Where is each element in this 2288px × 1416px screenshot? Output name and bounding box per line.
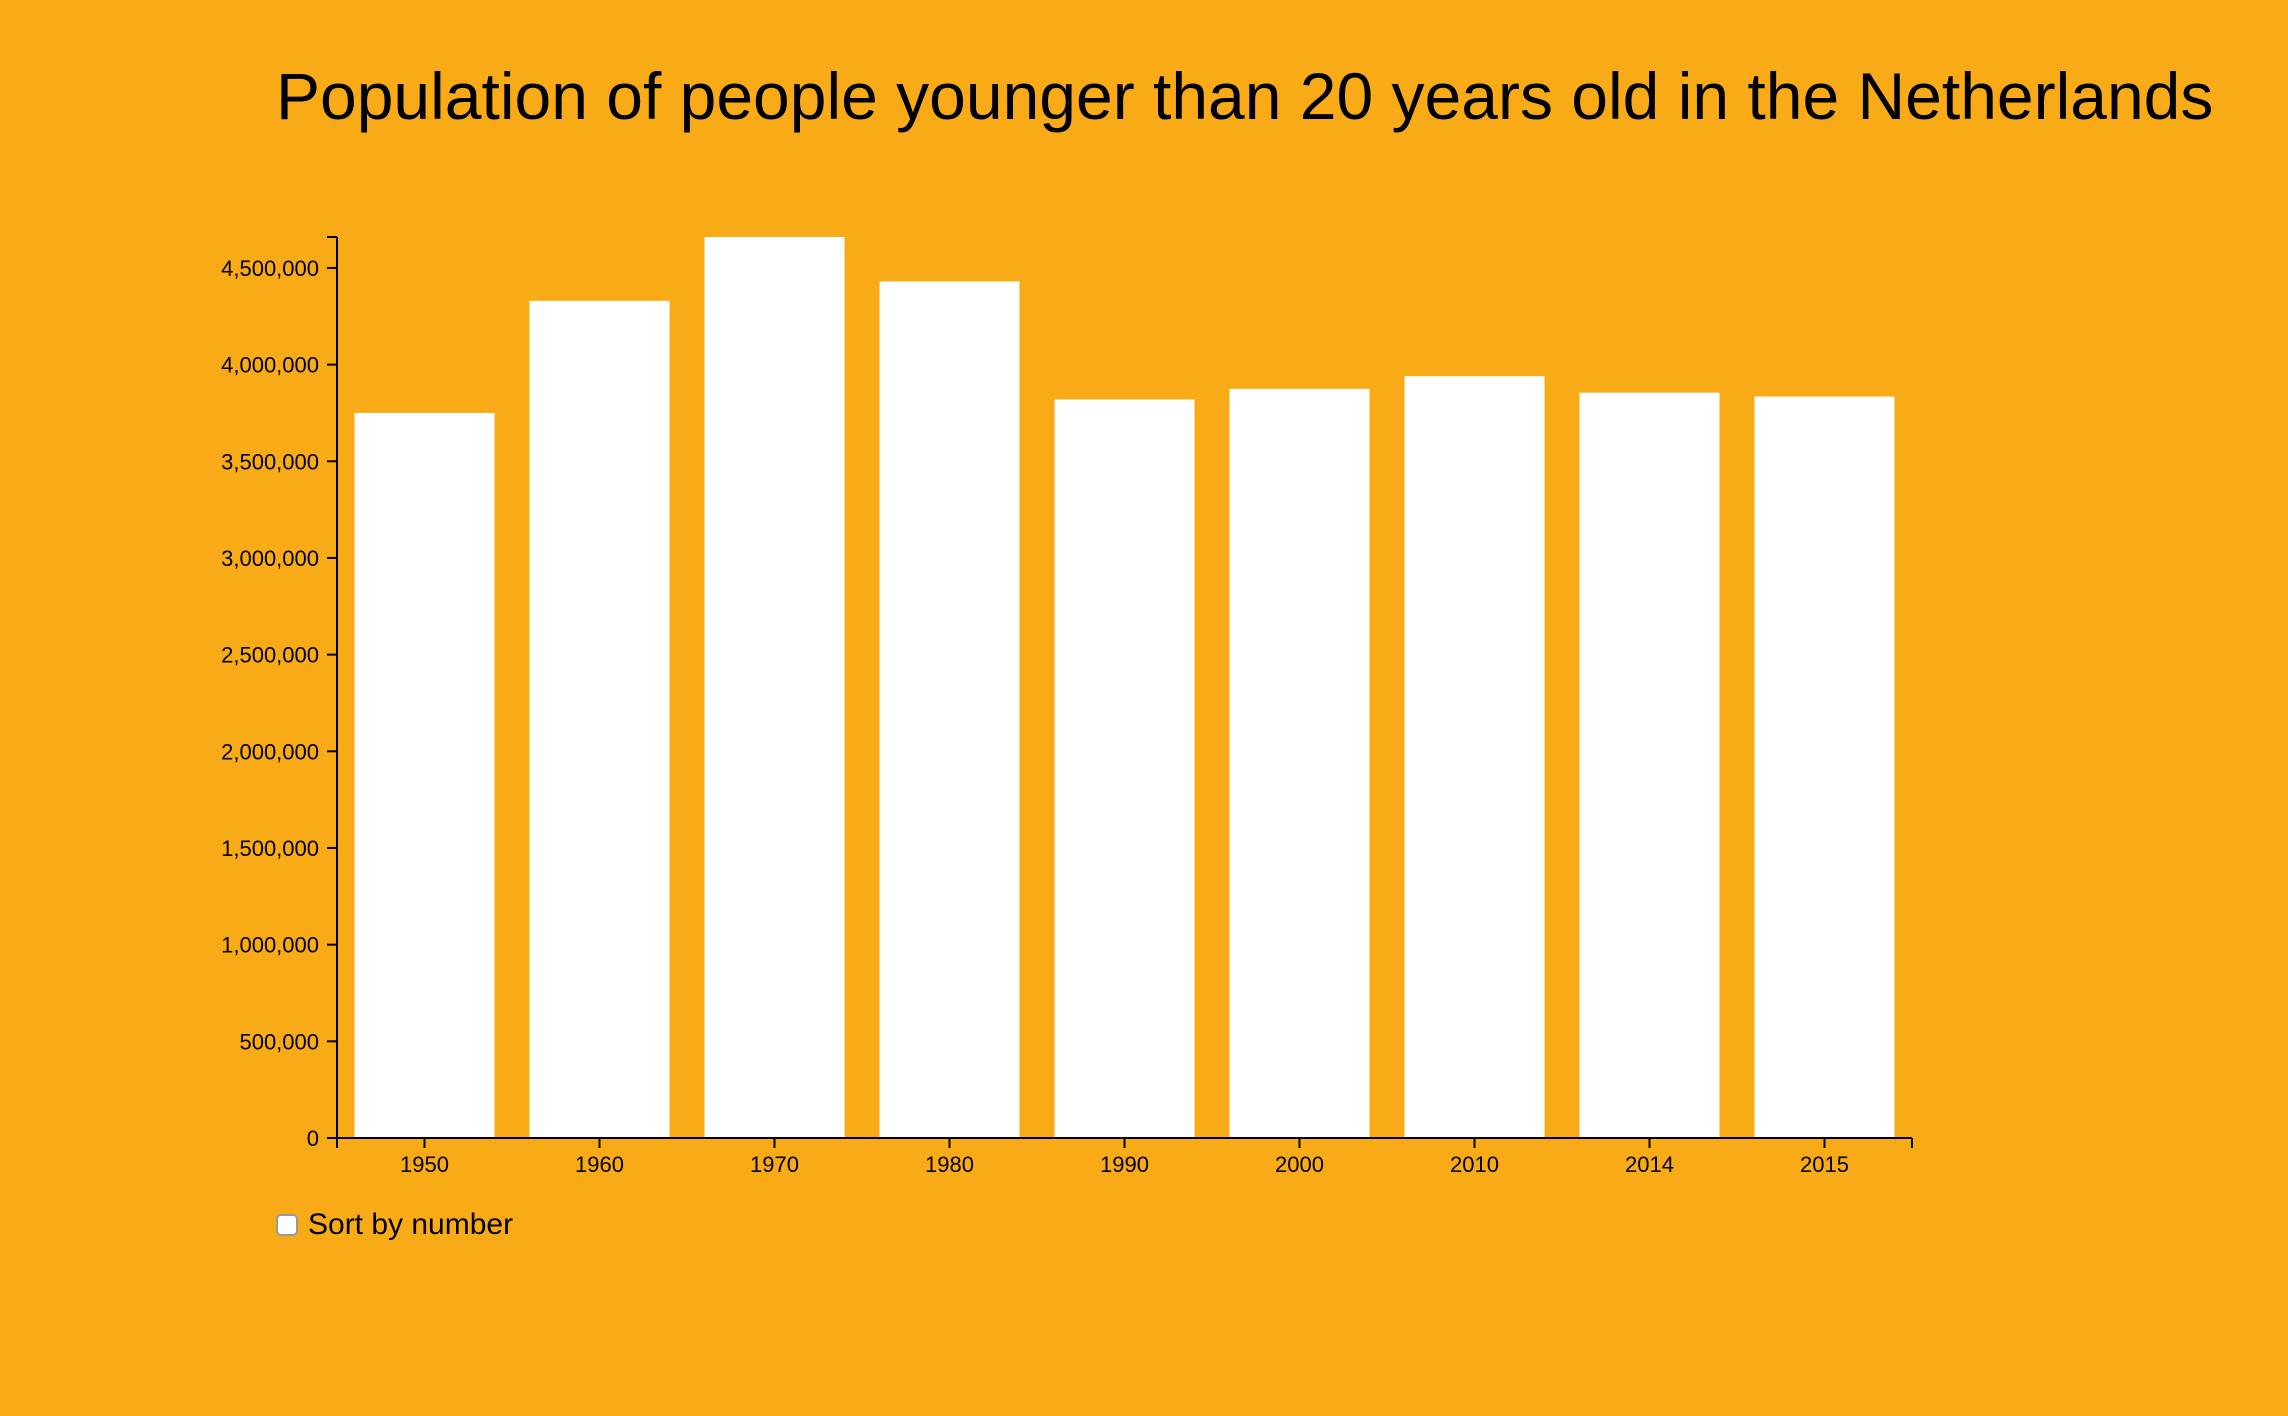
y-tick-label: 4,000,000 — [221, 353, 319, 378]
y-tick-label: 2,000,000 — [221, 739, 319, 764]
bar-2015 — [1754, 396, 1895, 1138]
x-tick-label: 2014 — [1625, 1152, 1674, 1177]
x-tick-label: 1980 — [925, 1152, 974, 1177]
bars-layer — [354, 237, 1895, 1139]
x-tick-label: 2000 — [1275, 1152, 1324, 1177]
bar-2000 — [1229, 388, 1370, 1138]
bar-1990 — [1054, 399, 1195, 1139]
x-tick-label: 1960 — [575, 1152, 624, 1177]
x-axis: 1950 1960 1970 1980 1990 2000 2010 2014 2015 — [336, 1137, 1913, 1177]
x-tick-label: 1950 — [400, 1152, 449, 1177]
x-tick-label: 1970 — [750, 1152, 799, 1177]
sort-by-number-checkbox[interactable] — [276, 1214, 298, 1236]
sort-by-number-label[interactable]: Sort by number — [308, 1208, 514, 1241]
y-tick-label: 3,500,000 — [221, 449, 319, 474]
bar-2014 — [1579, 392, 1720, 1138]
page-title: Population of people younger than 20 yea… — [276, 59, 2214, 133]
sort-by-number-control[interactable]: Sort by number — [276, 1208, 513, 1242]
y-tick-label: 3,000,000 — [221, 546, 319, 571]
bar-1960 — [529, 300, 670, 1139]
x-tick-label: 2010 — [1450, 1152, 1499, 1177]
y-tick-label: 1,500,000 — [221, 836, 319, 861]
y-axis: 0 500,000 1,000,000 1,500,000 2,000,000 2,500… — [221, 236, 338, 1151]
y-tick-label: 2,500,000 — [221, 643, 319, 668]
y-tick-label: 0 — [307, 1126, 319, 1151]
y-tick-label: 500,000 — [239, 1029, 319, 1054]
x-tick-label: 2015 — [1800, 1152, 1849, 1177]
x-tick-label: 1990 — [1100, 1152, 1149, 1177]
bar-2010 — [1404, 376, 1545, 1138]
y-tick-label: 1,000,000 — [221, 933, 319, 958]
y-tick-label: 4,500,000 — [221, 256, 319, 281]
bar-1980 — [879, 281, 1020, 1138]
bar-1970 — [704, 237, 845, 1138]
bar-1950 — [354, 412, 495, 1138]
